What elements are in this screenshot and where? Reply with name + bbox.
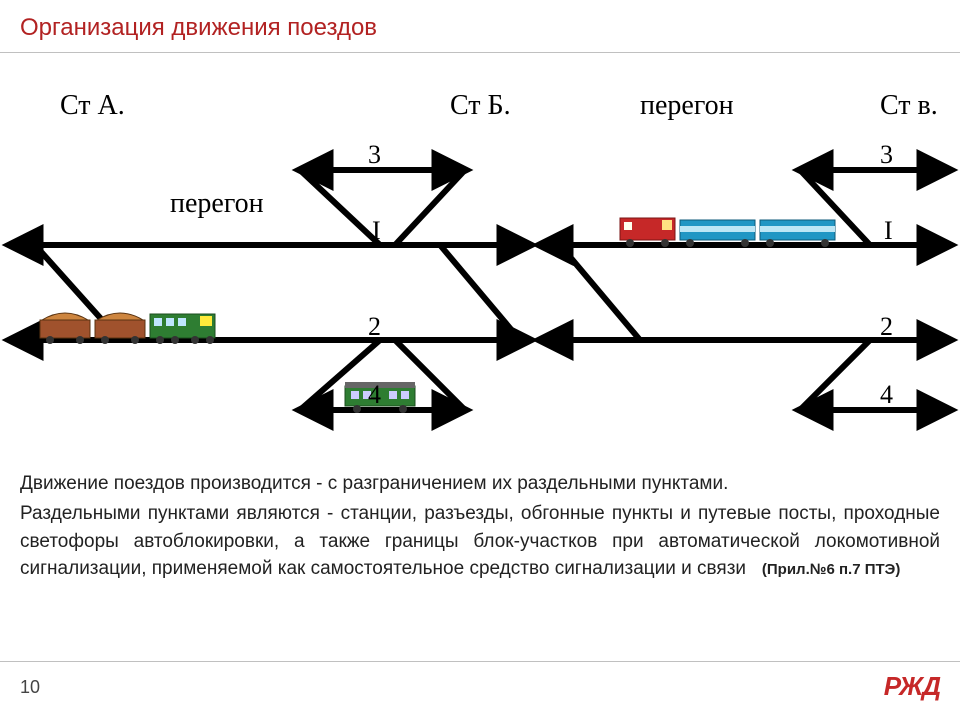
peregon-2-label: перегон [640,90,734,122]
page-number: 10 [20,677,40,698]
description-line1: Движение поездов производится - с разгра… [20,470,940,498]
rzd-logo: РЖД [884,671,940,702]
track-a3: 3 [368,140,381,170]
slide-title: Организация движения поездов [20,14,377,42]
heading-rule [0,52,960,53]
bottom-rule [0,661,960,662]
description-line2: Раздельными пунктами являются - станции,… [20,500,940,583]
track-a4: 4 [368,380,381,410]
track-ai: I [372,216,381,246]
station-b-label: Ст Б. [450,90,511,122]
track-c4: 4 [880,380,893,410]
track-c3: 3 [880,140,893,170]
station-c-label: Ст в. [880,90,938,122]
description-ref: (Прил.№6 п.7 ПТЭ) [762,561,900,578]
track-c2: 2 [880,312,893,342]
track-ci: I [884,216,893,246]
track-diagram: Ст А. Ст Б. Ст в. перегон перегон 3 I 2 … [0,90,960,450]
track-a2: 2 [368,312,381,342]
peregon-1-label: перегон [170,188,264,220]
diagram-svg [0,90,960,450]
station-a-label: Ст А. [60,90,125,122]
